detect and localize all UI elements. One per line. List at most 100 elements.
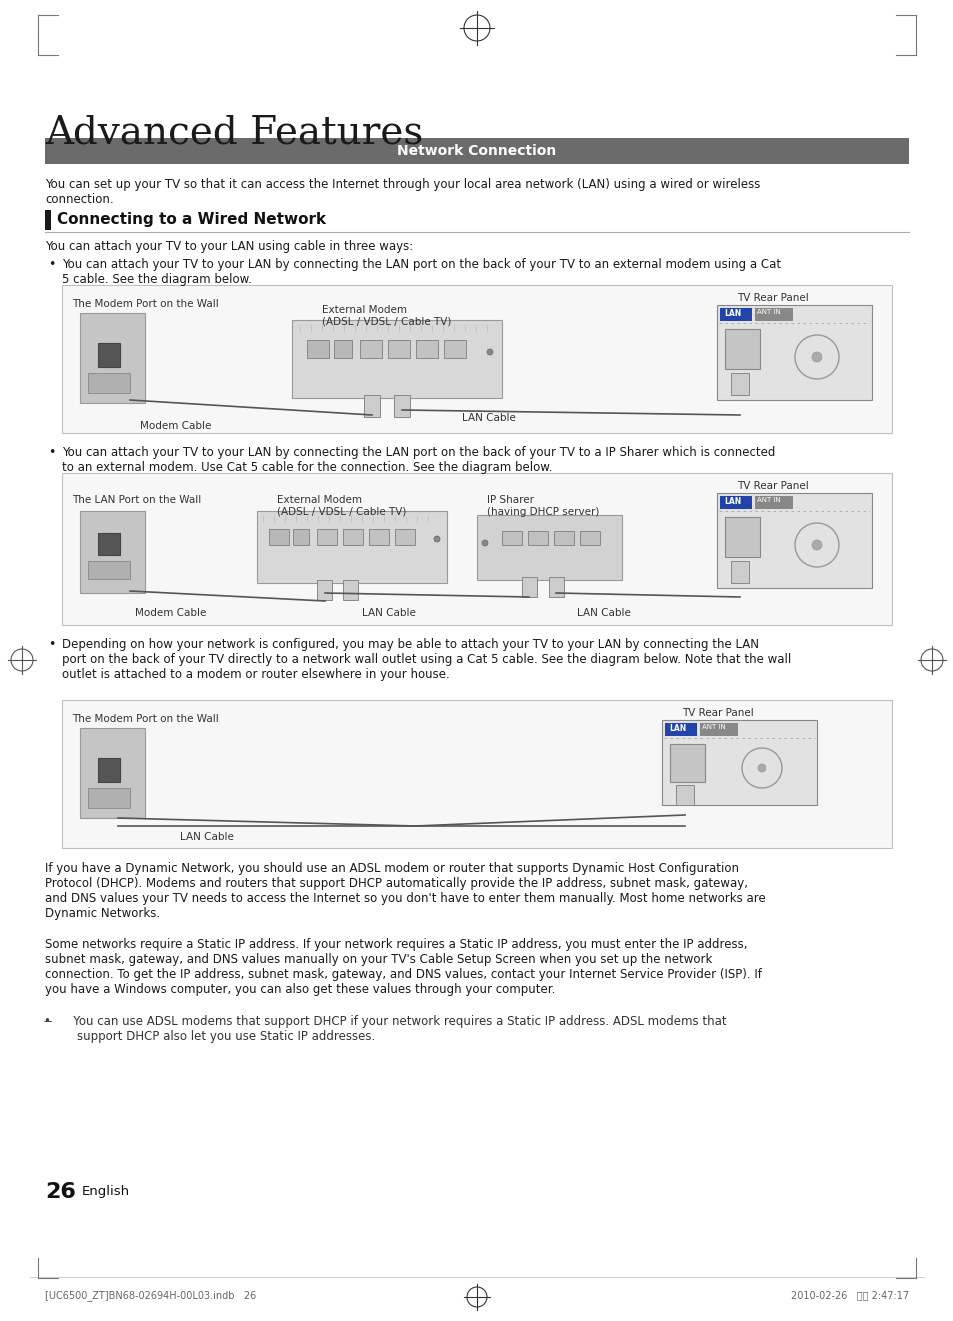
Text: Modem Cable: Modem Cable [140, 421, 212, 431]
Bar [717, 305, 871, 400]
Bar [292, 320, 501, 398]
Text: The Modem Port on the Wall: The Modem Port on the Wall [71, 713, 218, 724]
Bar [669, 744, 704, 782]
Text: You can attach your TV to your LAN using cable in three ways:: You can attach your TV to your LAN using… [45, 240, 413, 254]
Text: LAN: LAN [723, 309, 740, 318]
Text: You can attach your TV to your LAN by connecting the LAN port on the back of you: You can attach your TV to your LAN by co… [62, 446, 775, 474]
Text: •: • [48, 258, 55, 271]
Bar [388, 339, 410, 358]
Bar [754, 495, 792, 509]
Bar [416, 339, 437, 358]
Text: LAN Cable: LAN Cable [180, 832, 233, 841]
Text: External Modem
(ADSL / VDSL / Cable TV): External Modem (ADSL / VDSL / Cable TV) [322, 305, 451, 326]
Bar [720, 495, 751, 509]
Text: [UC6500_ZT]BN68-02694H-00L03.indb   26: [UC6500_ZT]BN68-02694H-00L03.indb 26 [45, 1291, 256, 1301]
Bar [88, 561, 130, 579]
Text: TV Rear Panel: TV Rear Panel [737, 293, 808, 303]
Circle shape [811, 351, 821, 362]
Text: You can use ADSL modems that support DHCP if your network requires a Static IP a: You can use ADSL modems that support DHC… [62, 1015, 726, 1044]
Text: Network Connection: Network Connection [397, 144, 556, 159]
Bar [62, 285, 891, 433]
Text: You can set up your TV so that it can access the Internet through your local are: You can set up your TV so that it can ac… [45, 178, 760, 206]
Bar [700, 723, 738, 736]
Bar [554, 531, 574, 546]
Text: IP Sharer
(having DHCP server): IP Sharer (having DHCP server) [486, 495, 598, 517]
Text: ANT IN: ANT IN [701, 724, 725, 731]
Bar [724, 517, 760, 557]
Bar [359, 339, 381, 358]
Text: 2010-02-26   오후 2:47:17: 2010-02-26 오후 2:47:17 [790, 1291, 908, 1300]
Bar [476, 515, 621, 580]
Bar [579, 531, 599, 546]
Text: You can attach your TV to your LAN by connecting the LAN port on the back of you: You can attach your TV to your LAN by co… [62, 258, 781, 287]
Bar [80, 728, 145, 818]
Bar [521, 577, 537, 597]
Text: •̶: •̶ [45, 1015, 51, 1028]
Text: LAN Cable: LAN Cable [577, 608, 630, 618]
Text: TV Rear Panel: TV Rear Panel [681, 708, 753, 719]
Bar [730, 561, 748, 583]
Bar [527, 531, 547, 546]
Text: ANT IN: ANT IN [757, 309, 780, 314]
Text: English: English [82, 1185, 130, 1198]
Text: If you have a Dynamic Network, you should use an ADSL modem or router that suppo: If you have a Dynamic Network, you shoul… [45, 863, 765, 919]
Text: Connecting to a Wired Network: Connecting to a Wired Network [57, 211, 326, 227]
Bar [88, 789, 130, 808]
Bar [307, 339, 329, 358]
Text: LAN Cable: LAN Cable [361, 608, 416, 618]
Text: External Modem
(ADSL / VDSL / Cable TV): External Modem (ADSL / VDSL / Cable TV) [276, 495, 406, 517]
Bar [548, 577, 563, 597]
Bar [717, 493, 871, 588]
Text: Depending on how your network is configured, you may be able to attach your TV t: Depending on how your network is configu… [62, 638, 790, 682]
Circle shape [486, 349, 493, 355]
Text: 26: 26 [45, 1182, 76, 1202]
Bar [88, 373, 130, 394]
Text: The Modem Port on the Wall: The Modem Port on the Wall [71, 299, 218, 309]
Text: LAN: LAN [668, 724, 685, 733]
Bar [676, 785, 693, 804]
Bar [334, 339, 352, 358]
Bar [98, 532, 120, 555]
Bar [269, 528, 289, 546]
Bar [730, 373, 748, 395]
Circle shape [758, 764, 765, 771]
Bar [724, 329, 760, 369]
Text: Some networks require a Static IP address. If your network requires a Static IP : Some networks require a Static IP addres… [45, 938, 761, 996]
Bar [316, 528, 336, 546]
Bar [45, 210, 51, 230]
Text: The LAN Port on the Wall: The LAN Port on the Wall [71, 495, 201, 505]
Text: Modem Cable: Modem Cable [135, 608, 206, 618]
Text: LAN Cable: LAN Cable [461, 413, 516, 423]
Bar [98, 758, 120, 782]
Bar [45, 137, 908, 164]
Bar [98, 343, 120, 367]
Bar [80, 511, 145, 593]
Bar [343, 528, 363, 546]
Bar [364, 395, 379, 417]
Bar [395, 528, 415, 546]
Text: TV Rear Panel: TV Rear Panel [737, 481, 808, 491]
Bar [293, 528, 309, 546]
Text: ANT IN: ANT IN [757, 497, 780, 503]
Bar [316, 580, 332, 600]
Bar [754, 308, 792, 321]
Bar [369, 528, 389, 546]
Bar [661, 720, 816, 804]
Bar [343, 580, 357, 600]
Bar [443, 339, 465, 358]
Bar [720, 308, 751, 321]
Bar [62, 473, 891, 625]
Text: Advanced Features: Advanced Features [45, 115, 423, 152]
Bar [394, 395, 410, 417]
Bar [664, 723, 697, 736]
Bar [256, 511, 447, 583]
Circle shape [481, 540, 488, 546]
Bar [501, 531, 521, 546]
Circle shape [811, 540, 821, 550]
Bar [62, 700, 891, 848]
Text: •: • [48, 638, 55, 651]
Text: LAN: LAN [723, 497, 740, 506]
Bar [80, 313, 145, 403]
Text: •: • [48, 446, 55, 458]
Circle shape [434, 536, 439, 542]
